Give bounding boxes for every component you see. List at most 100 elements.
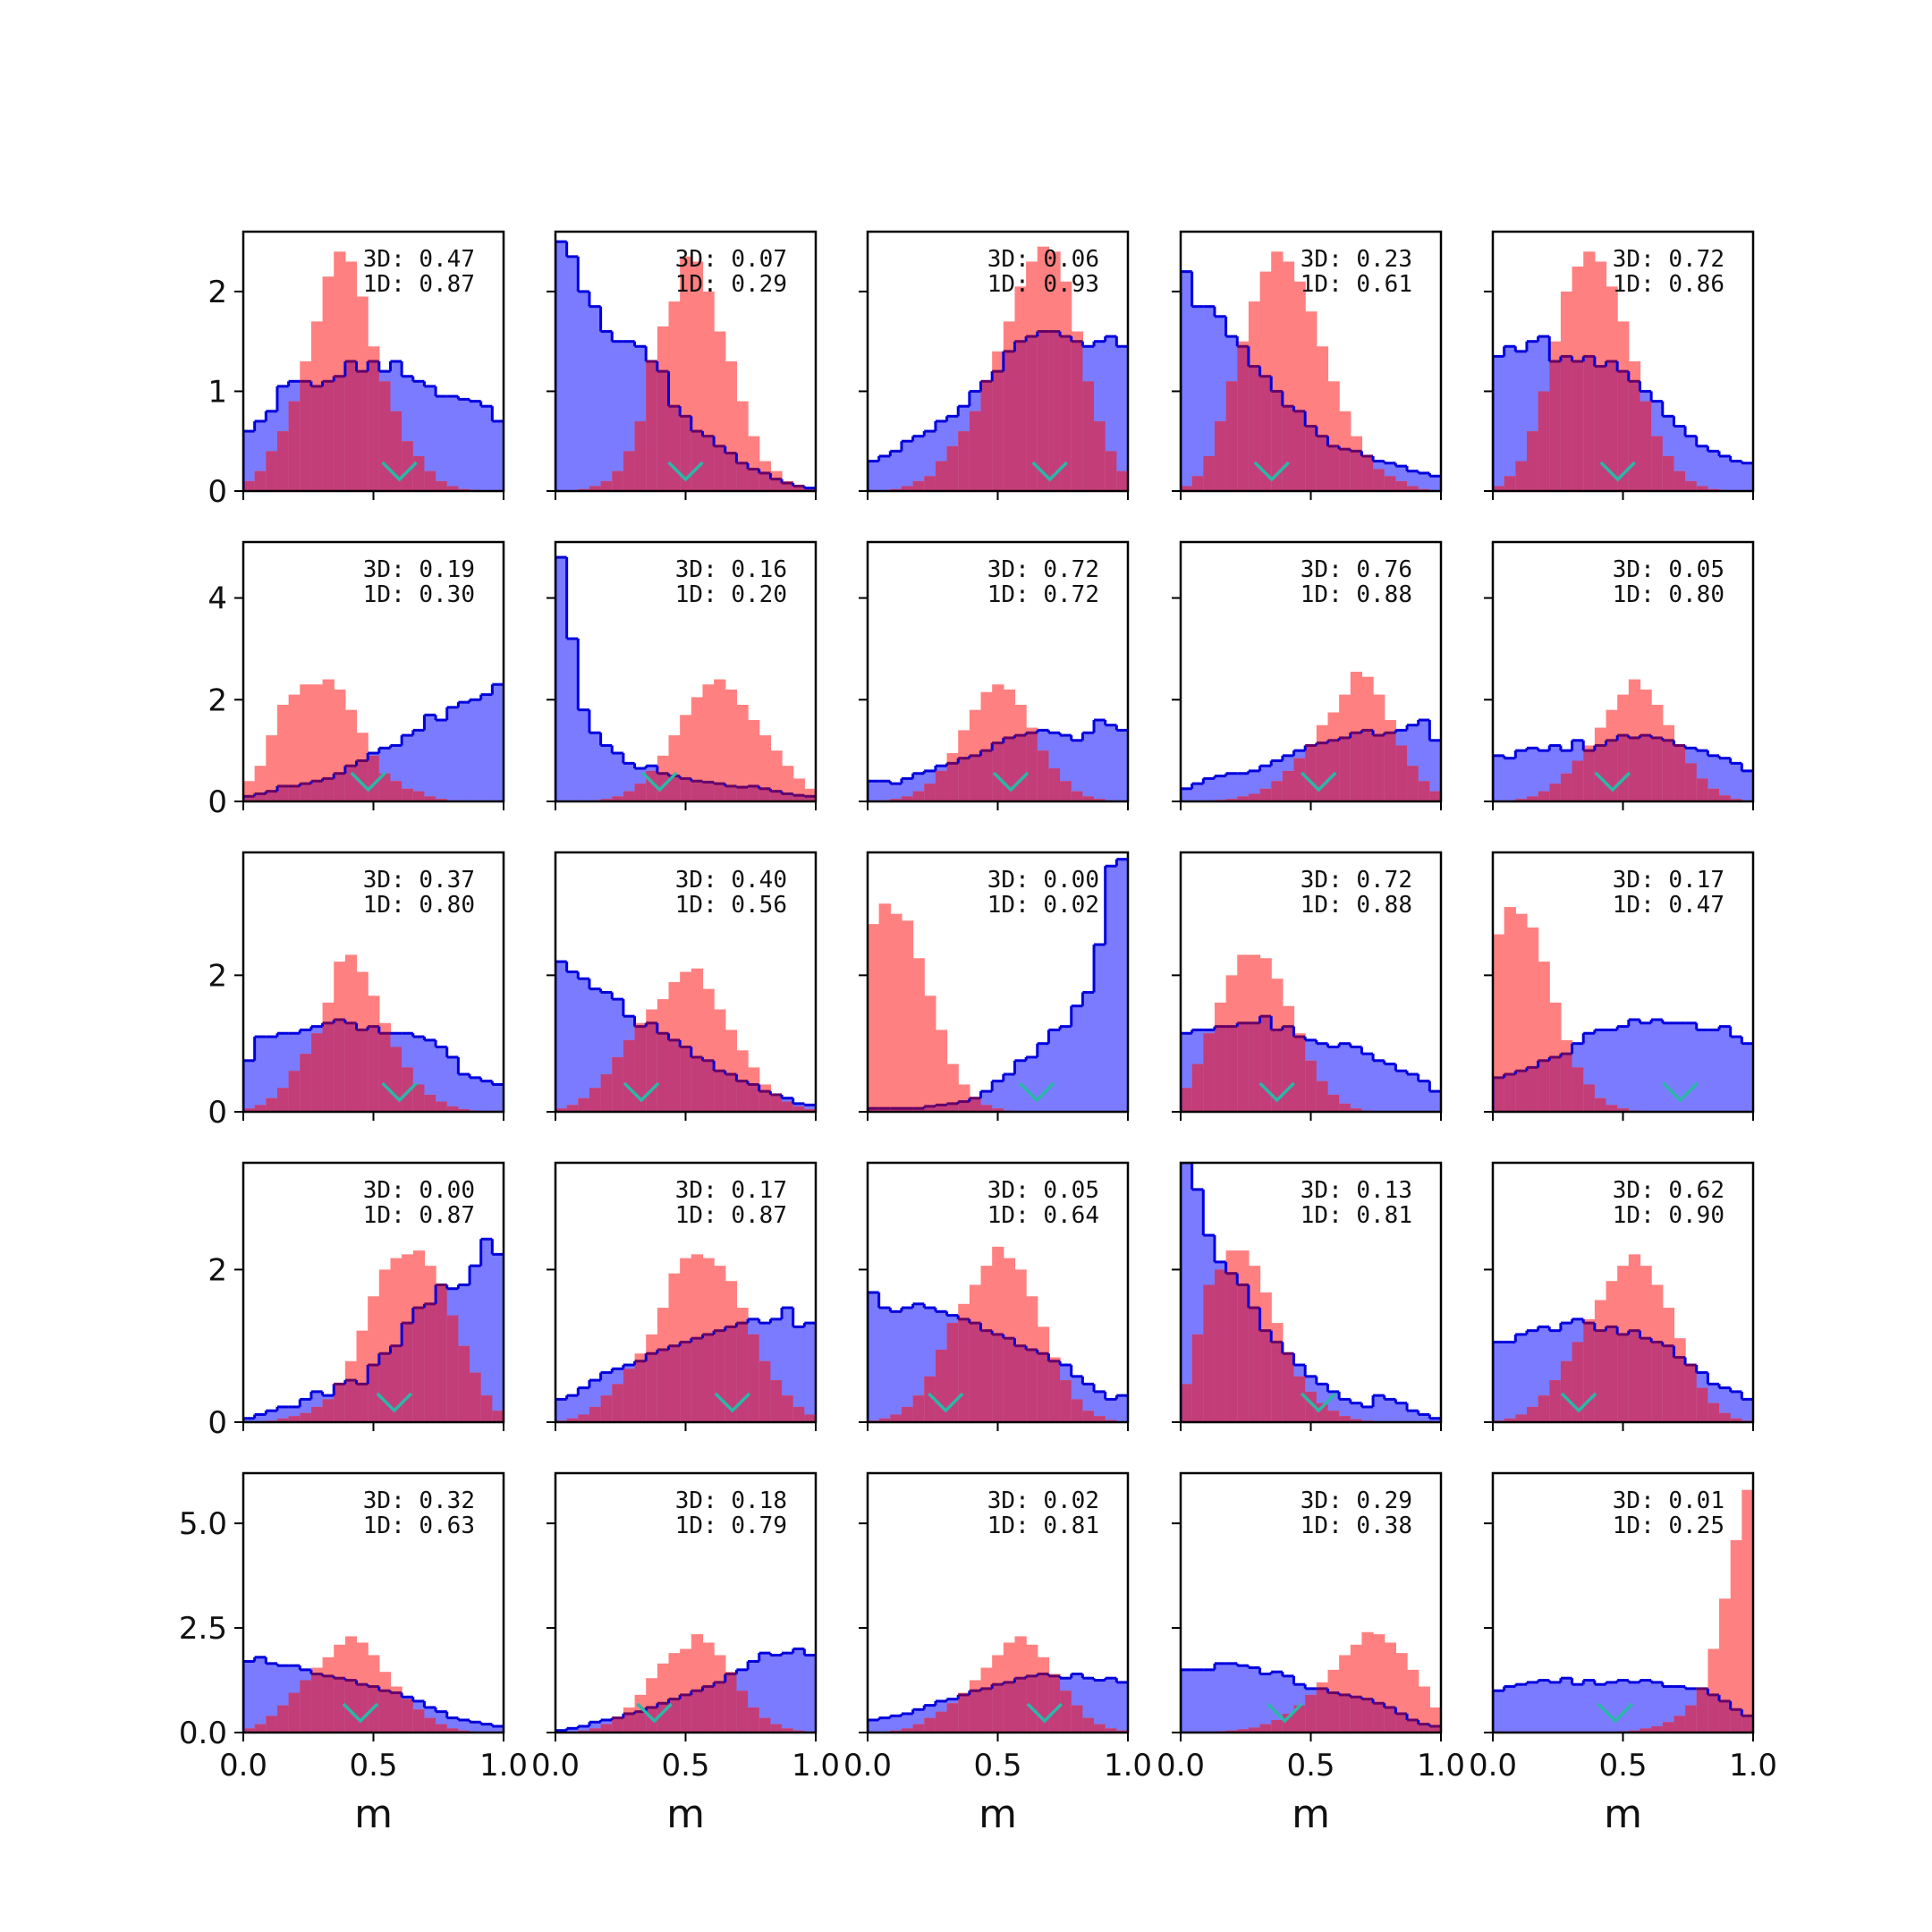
- overlap-bar: [646, 361, 658, 491]
- red-bar: [946, 1063, 959, 1112]
- overlap-bar: [1526, 1067, 1539, 1112]
- overlap-bar: [758, 788, 771, 801]
- overlap-bar: [300, 1054, 312, 1112]
- overlap-bar: [1293, 1705, 1306, 1733]
- blue-bar: [1384, 1063, 1396, 1112]
- overlap-bar: [288, 1416, 301, 1422]
- overlap-bar: [623, 1039, 636, 1112]
- overlap-bar: [1617, 371, 1630, 491]
- annotation-3d: 3D: 0.19: [363, 556, 475, 583]
- overlap-bar: [1339, 449, 1352, 491]
- blue-bar: [1572, 1684, 1584, 1733]
- overlap-bar: [402, 1323, 414, 1422]
- overlap-bar: [1026, 1349, 1038, 1422]
- overlap-bar: [578, 1097, 590, 1112]
- overlap-bar: [946, 1323, 959, 1422]
- blue-bar: [480, 1080, 493, 1112]
- red-bar: [1526, 927, 1539, 1112]
- overlap-bar: [770, 791, 783, 801]
- overlap-bar: [424, 796, 436, 801]
- blue-bar: [1606, 1030, 1618, 1112]
- blue-bar: [1361, 1054, 1374, 1112]
- blue-bar: [912, 436, 925, 491]
- overlap-bar: [1493, 486, 1505, 491]
- blue-bar: [1395, 1402, 1408, 1422]
- overlap-bar: [1685, 1705, 1698, 1733]
- overlap-bar: [1339, 737, 1352, 801]
- blue-bar: [1191, 1669, 1204, 1733]
- blue-bar: [254, 1657, 267, 1733]
- overlap-bar: [1395, 745, 1408, 801]
- overlap-bar: [736, 1690, 749, 1733]
- overlap-bar: [1259, 376, 1272, 491]
- overlap-bar: [1651, 1725, 1664, 1733]
- overlap-bar: [300, 381, 312, 491]
- annotation-1d: 1D: 0.29: [675, 271, 787, 298]
- overlap-bar: [1094, 420, 1106, 491]
- overlap-bar: [1060, 336, 1072, 491]
- overlap-bar: [1504, 476, 1516, 491]
- x-axis-label: m: [1604, 1792, 1642, 1837]
- overlap-bar: [1617, 735, 1630, 801]
- x-tick-label: 1.0: [1417, 1748, 1465, 1784]
- overlap-bar: [992, 1334, 1004, 1422]
- overlap-bar: [356, 371, 369, 491]
- red-bar: [266, 735, 278, 801]
- overlap-bar: [878, 1108, 891, 1112]
- y-tick-label: 0: [208, 474, 227, 510]
- overlap-bar: [1662, 740, 1675, 801]
- blue-bar: [1719, 455, 1732, 491]
- blue-bar: [1538, 750, 1550, 801]
- overlap-bar: [958, 431, 970, 491]
- overlap-bar: [1707, 1402, 1720, 1422]
- overlap-bar: [254, 793, 267, 801]
- overlap-bar: [1361, 730, 1374, 801]
- blue-bar: [480, 1724, 493, 1733]
- annotation-1d: 1D: 0.20: [675, 581, 787, 608]
- marker-icon: [342, 1702, 379, 1724]
- overlap-bar: [1504, 1418, 1516, 1422]
- overlap-bar: [1628, 381, 1641, 491]
- overlap-bar: [958, 1694, 970, 1733]
- overlap-bar: [1037, 1353, 1050, 1422]
- overlap-bar: [310, 781, 324, 801]
- overlap-bar: [623, 1368, 636, 1422]
- overlap-bar: [935, 1105, 948, 1112]
- overlap-bar: [736, 787, 749, 801]
- blue-bar: [266, 1037, 278, 1112]
- blue-bar: [890, 1311, 902, 1422]
- overlap-bar: [600, 1395, 613, 1422]
- overlap-bar: [1707, 1694, 1720, 1733]
- blue-bar: [1617, 1026, 1630, 1112]
- overlap-bar: [1181, 486, 1193, 491]
- red-bar: [322, 679, 335, 801]
- overlap-bar: [890, 1108, 902, 1112]
- overlap-bar: [736, 1080, 749, 1112]
- overlap-bar: [1628, 1330, 1641, 1422]
- overlap-bar: [555, 1108, 568, 1112]
- blue-bar: [480, 694, 493, 801]
- overlap-bar: [390, 1692, 402, 1733]
- overlap-bar: [1560, 773, 1573, 801]
- overlap-bar: [334, 1384, 346, 1422]
- blue-bar: [878, 1717, 891, 1733]
- overlap-bar: [724, 1326, 738, 1422]
- overlap-bar: [1640, 401, 1652, 491]
- red-bar: [901, 920, 914, 1112]
- overlap-bar: [980, 750, 993, 801]
- blue-bar: [1116, 1395, 1128, 1422]
- blue-bar: [1418, 1080, 1430, 1112]
- overlap-bar: [748, 1707, 760, 1733]
- blue-bar: [1685, 1022, 1698, 1112]
- overlap-bar: [1549, 1056, 1562, 1112]
- overlap-bar: [724, 785, 738, 801]
- blue-bar: [578, 979, 590, 1112]
- overlap-bar: [390, 1046, 402, 1112]
- overlap-bar: [470, 1372, 482, 1422]
- blue-bar: [901, 1308, 914, 1422]
- annotation-3d: 3D: 0.23: [1301, 246, 1412, 273]
- overlap-bar: [935, 770, 948, 801]
- overlap-bar: [1651, 737, 1664, 801]
